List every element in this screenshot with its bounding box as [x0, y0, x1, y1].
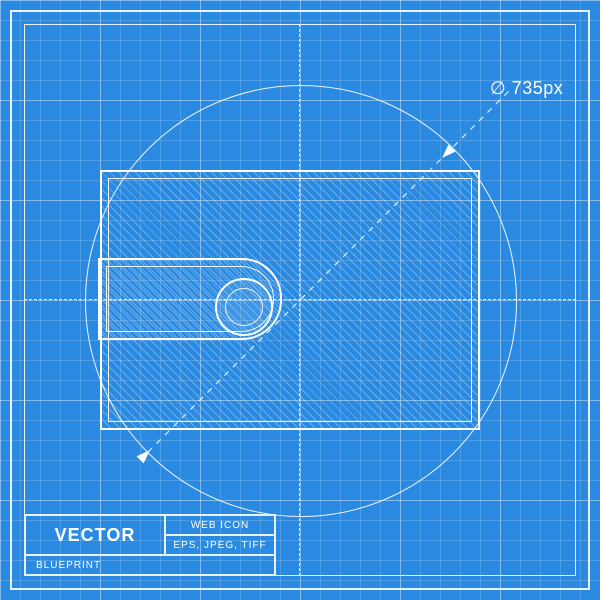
diameter-label: ∅ 735px	[490, 78, 563, 99]
wallet-snap	[215, 278, 273, 336]
blueprint-canvas: ∅ 735px VECTOR WEB ICON EPS, JPEG, TIFF …	[0, 0, 600, 600]
title-web-icon: WEB ICON	[165, 515, 275, 535]
wallet-icon	[100, 170, 480, 430]
wallet-snap-ring	[225, 288, 263, 326]
title-block: VECTOR WEB ICON EPS, JPEG, TIFF BLUEPRIN…	[24, 514, 276, 576]
title-blueprint: BLUEPRINT	[25, 555, 275, 575]
title-formats: EPS, JPEG, TIFF	[165, 535, 275, 555]
title-vector: VECTOR	[25, 515, 165, 555]
